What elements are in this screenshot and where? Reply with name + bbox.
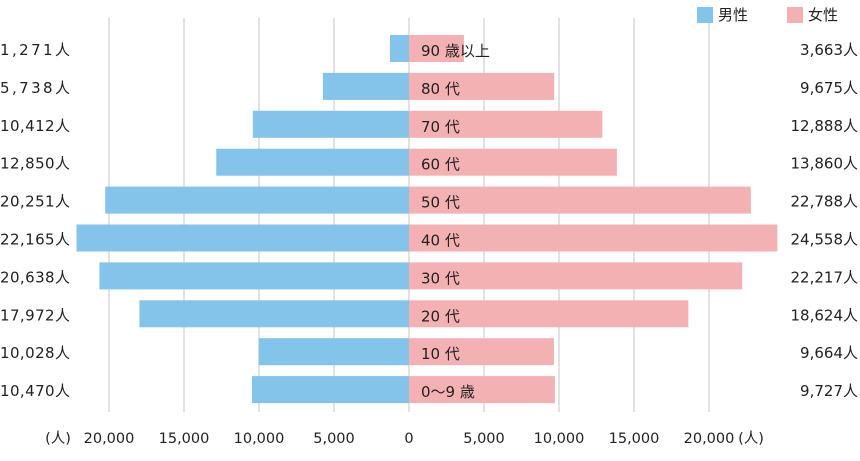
legend-male-label: 男性 (718, 6, 749, 24)
male-value-label-4: 20,251人 (0, 193, 70, 211)
category-label-3: 60 代 (421, 156, 460, 174)
category-labels: 90 歳以上 80 代 70 代 60 代 50 代 40 代 30 代 20 代 10 代 0〜… (421, 42, 490, 401)
female-bar-2 (409, 110, 603, 138)
x-unit-right: (人) (738, 430, 764, 447)
x-tick-right-2: 15,000 (609, 431, 660, 447)
legend-female: 女性 (787, 4, 838, 25)
x-unit-left: (人) (45, 430, 71, 447)
female-bar-5 (409, 224, 778, 252)
male-bar-2 (252, 110, 409, 138)
female-bar-7 (409, 300, 689, 328)
male-bar-7 (139, 300, 410, 328)
male-bar-8 (258, 338, 409, 366)
female-bar-9 (409, 376, 555, 404)
female-value-label-0: 3,663人 (800, 41, 858, 59)
female-value-label-6: 22,217人 (791, 268, 859, 286)
male-value-label-3: 12,850人 (0, 155, 70, 173)
female-value-label-1: 9,675人 (800, 79, 858, 97)
female-bar-0 (409, 35, 464, 62)
female-value-label-4: 22,788人 (791, 193, 859, 211)
legend-male-swatch (697, 6, 713, 23)
value-labels: 1,271人 3,663人 5,738人 9,675人 10,412人 12,888人 12… (0, 41, 858, 400)
legend-male: 男性 (697, 4, 748, 25)
x-tick-right-0: 5,000 (463, 431, 505, 447)
male-bar-9 (251, 376, 409, 404)
female-bar-8 (409, 338, 554, 366)
x-tick-left-1: 15,000 (159, 431, 210, 447)
female-value-label-7: 18,624人 (791, 306, 859, 324)
category-label-1: 80 代 (421, 80, 460, 98)
x-tick-left-0: 20,000 (84, 431, 135, 447)
category-label-7: 20 代 (421, 307, 460, 325)
male-value-label-1: 5,738人 (0, 79, 70, 97)
male-value-label-5: 22,165人 (0, 231, 70, 249)
x-tick-right-3: 20,000 (684, 431, 735, 447)
category-label-8: 10 代 (421, 345, 460, 363)
male-value-label-8: 10,028人 (0, 344, 70, 362)
female-value-label-3: 13,860人 (791, 155, 859, 173)
x-tick-left-3: 5,000 (313, 431, 355, 447)
category-label-4: 50 代 (421, 194, 460, 212)
category-label-9: 0〜9 歳 (421, 383, 475, 401)
female-bar-6 (409, 262, 743, 290)
female-bar-3 (409, 148, 617, 176)
male-value-label-9: 10,470人 (0, 382, 70, 400)
bars (76, 35, 778, 404)
male-value-label-0: 1,271人 (0, 41, 70, 59)
legend-female-label: 女性 (808, 6, 839, 24)
male-bar-4 (105, 186, 410, 214)
female-value-label-2: 12,888人 (791, 117, 859, 135)
female-value-label-9: 9,727人 (800, 382, 858, 400)
category-label-0: 90 歳以上 (421, 42, 490, 60)
male-value-label-6: 20,638人 (0, 268, 70, 286)
x-tick-zero: 0 (404, 431, 413, 447)
female-bar-4 (409, 186, 751, 214)
male-bar-6 (99, 262, 410, 290)
female-bar-1 (409, 72, 555, 100)
x-axis-ticks: 20,000 15,000 10,000 5,000 0 5,000 10,000 15,00… (45, 430, 764, 447)
male-value-label-7: 17,972人 (0, 306, 70, 324)
male-value-label-2: 10,412人 (0, 117, 70, 135)
x-tick-left-2: 10,000 (234, 431, 285, 447)
female-value-label-5: 24,558人 (791, 231, 859, 249)
legend-female-swatch (787, 6, 803, 23)
category-label-2: 70 代 (421, 118, 460, 136)
male-bar-3 (216, 148, 409, 176)
category-label-5: 40 代 (421, 232, 460, 250)
category-label-6: 30 代 (421, 269, 460, 287)
male-bar-5 (76, 224, 410, 252)
female-value-label-8: 9,664人 (800, 344, 858, 362)
male-bar-1 (322, 72, 409, 100)
male-bar-0 (389, 35, 409, 62)
x-tick-right-1: 10,000 (534, 431, 585, 447)
